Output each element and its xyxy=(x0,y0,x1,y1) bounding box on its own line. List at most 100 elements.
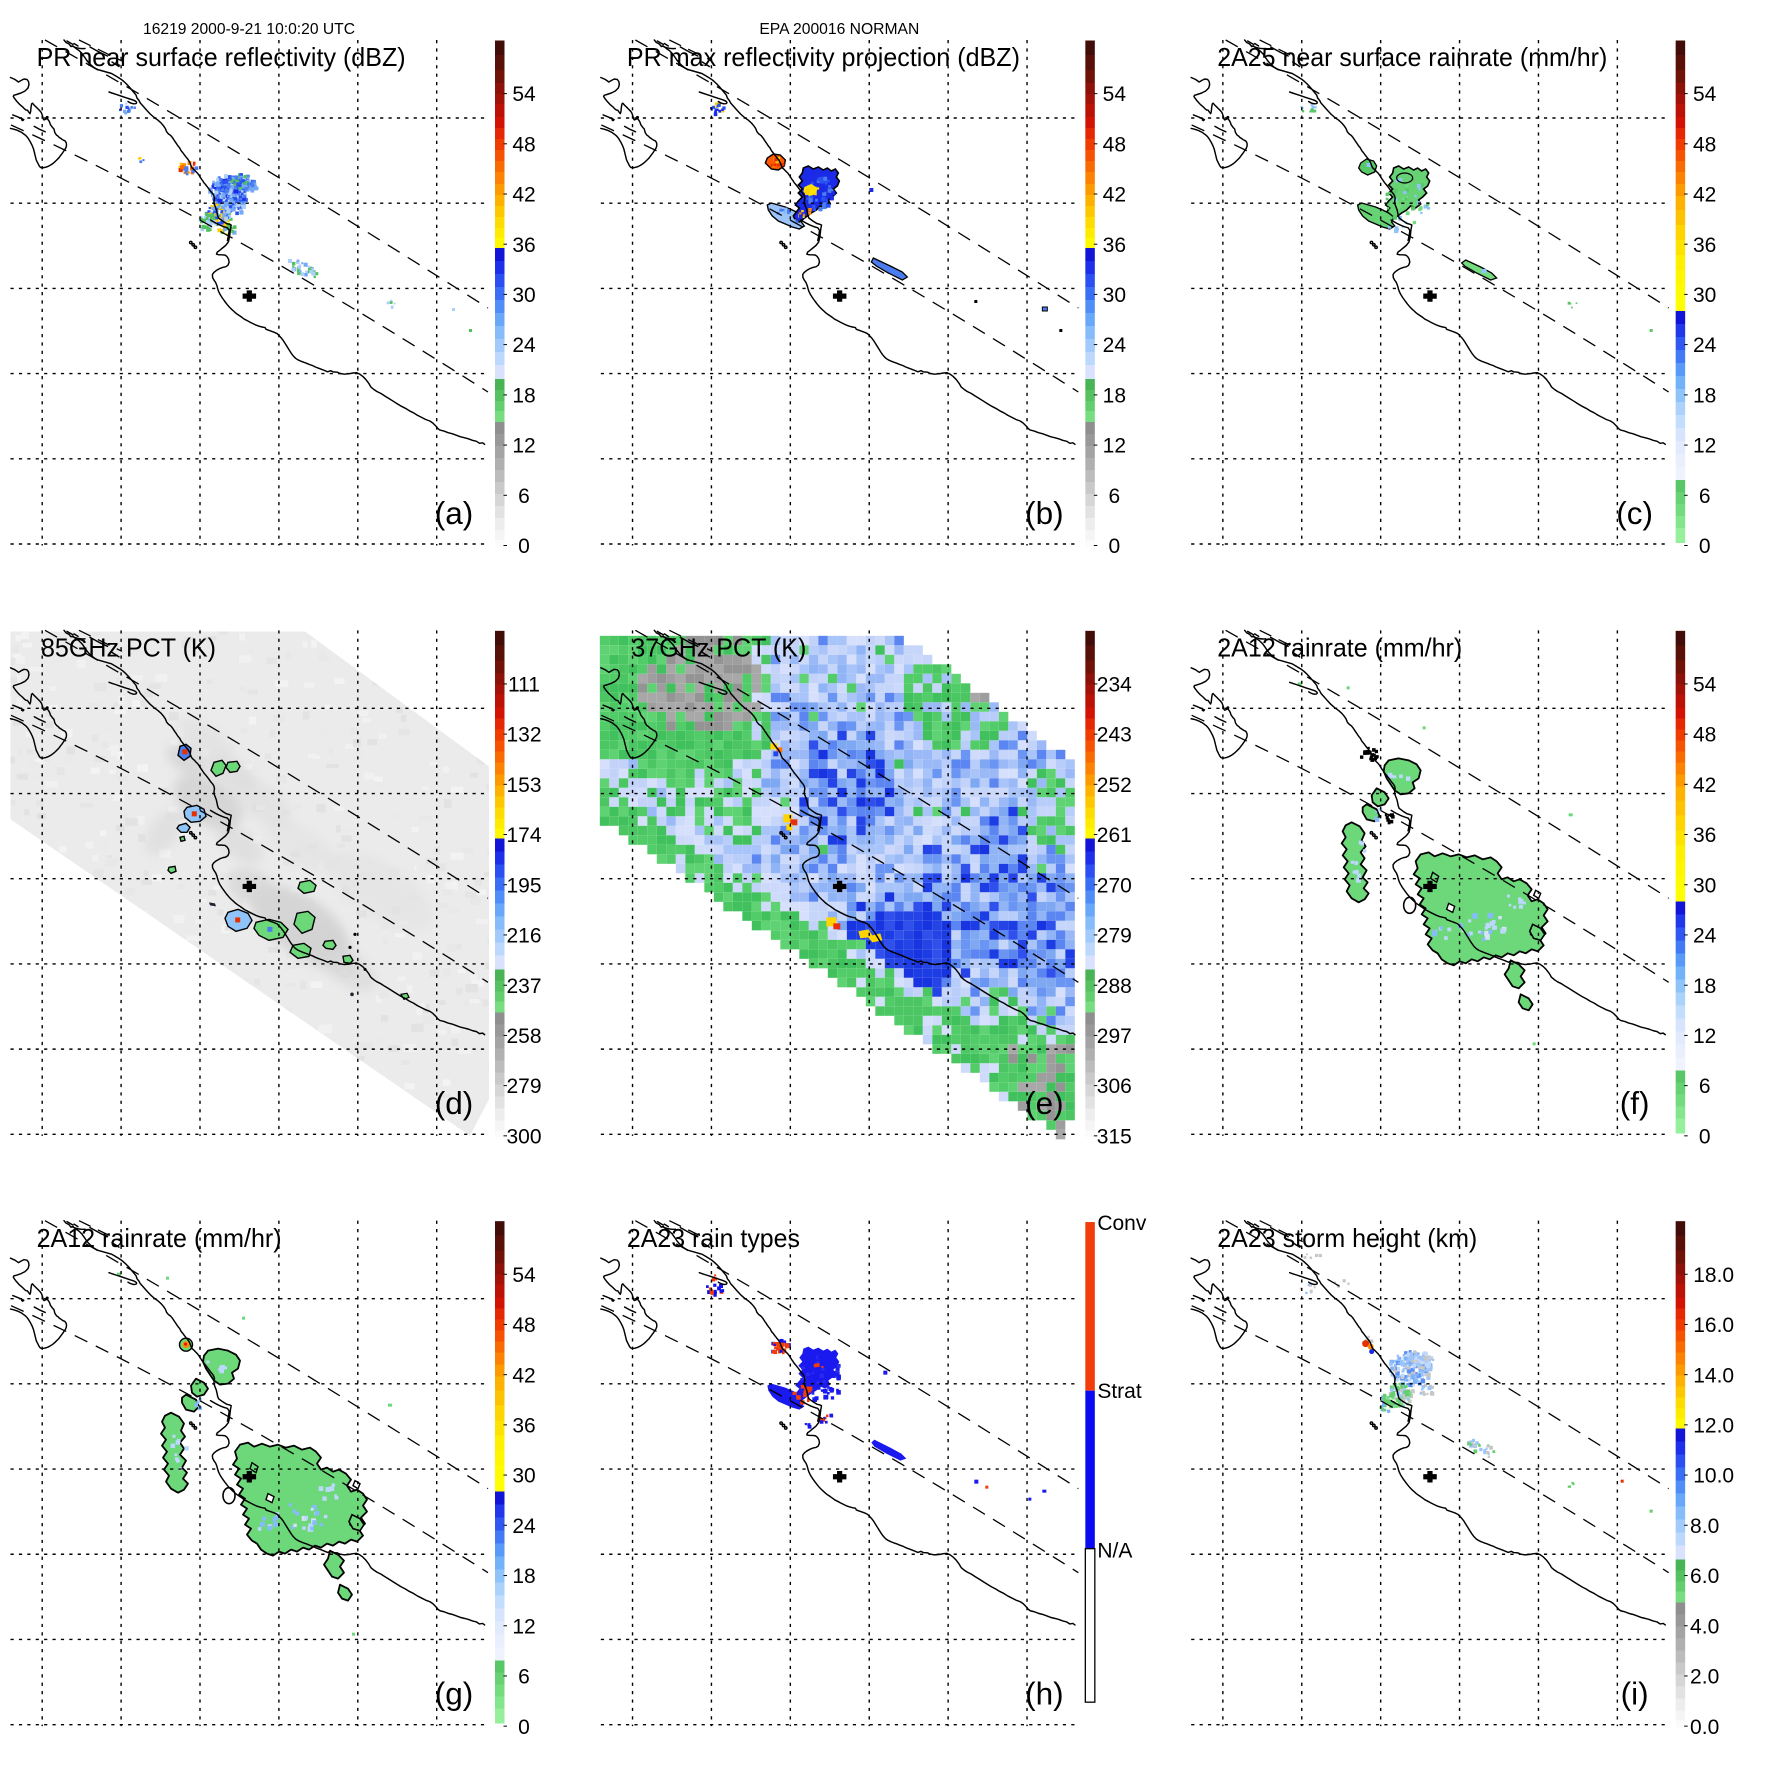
svg-text:6: 6 xyxy=(1699,485,1711,508)
svg-text:315: 315 xyxy=(1097,1125,1132,1148)
svg-text:195: 195 xyxy=(506,874,541,897)
svg-text:12: 12 xyxy=(1693,435,1716,458)
svg-text:6.0: 6.0 xyxy=(1690,1565,1719,1588)
svg-text:288: 288 xyxy=(1097,975,1132,998)
svg-text:36: 36 xyxy=(512,1414,535,1437)
svg-text:2A12 rainrate (mm/hr): 2A12 rainrate (mm/hr) xyxy=(1217,633,1462,663)
svg-text:42: 42 xyxy=(512,184,535,207)
svg-text:6: 6 xyxy=(1108,485,1120,508)
svg-text:6: 6 xyxy=(518,1666,530,1689)
svg-text:30: 30 xyxy=(1693,874,1716,897)
svg-text:0: 0 xyxy=(518,535,530,558)
svg-text:243: 243 xyxy=(1097,724,1132,747)
svg-text:234: 234 xyxy=(1097,674,1132,697)
svg-text:237: 237 xyxy=(506,975,541,998)
svg-text:54: 54 xyxy=(512,1264,536,1287)
svg-text:37GHz PCT (K): 37GHz PCT (K) xyxy=(631,633,806,663)
svg-text:12: 12 xyxy=(512,1615,535,1638)
svg-text:36: 36 xyxy=(512,234,535,257)
svg-text:2A25 near surface rainrate (mm: 2A25 near surface rainrate (mm/hr) xyxy=(1217,42,1607,72)
svg-text:48: 48 xyxy=(512,133,535,156)
svg-text:132: 132 xyxy=(506,724,541,747)
svg-text:12: 12 xyxy=(1693,1025,1716,1048)
svg-text:24: 24 xyxy=(1693,334,1717,357)
svg-text:10.0: 10.0 xyxy=(1693,1465,1734,1488)
svg-text:30: 30 xyxy=(512,1465,535,1488)
svg-text:18: 18 xyxy=(512,1565,535,1588)
svg-text:48: 48 xyxy=(512,1314,535,1337)
svg-text:252: 252 xyxy=(1097,774,1132,797)
svg-text:30: 30 xyxy=(1103,284,1126,307)
svg-text:18: 18 xyxy=(1103,385,1126,408)
svg-text:0.0: 0.0 xyxy=(1690,1716,1719,1739)
svg-text:270: 270 xyxy=(1097,874,1132,897)
svg-text:2A23 storm height (km): 2A23 storm height (km) xyxy=(1217,1223,1477,1253)
svg-text:4.0: 4.0 xyxy=(1690,1615,1719,1638)
svg-text:0: 0 xyxy=(1108,535,1120,558)
svg-text:48: 48 xyxy=(1103,133,1126,156)
svg-text:(h): (h) xyxy=(1025,1675,1064,1711)
svg-text:306: 306 xyxy=(1097,1075,1132,1098)
svg-text:42: 42 xyxy=(1103,184,1126,207)
svg-text:14.0: 14.0 xyxy=(1693,1364,1734,1387)
svg-text:Conv: Conv xyxy=(1097,1212,1147,1235)
svg-text:36: 36 xyxy=(1693,234,1716,257)
svg-text:36: 36 xyxy=(1693,824,1716,847)
svg-text:54: 54 xyxy=(1693,674,1717,697)
svg-text:216: 216 xyxy=(506,925,541,948)
svg-text:24: 24 xyxy=(512,1515,536,1538)
svg-text:24: 24 xyxy=(512,334,536,357)
svg-text:111: 111 xyxy=(508,674,540,697)
svg-text:(b): (b) xyxy=(1025,495,1064,531)
svg-text:12: 12 xyxy=(1103,435,1126,458)
svg-text:EPA 200016 NORMAN: EPA 200016 NORMAN xyxy=(759,21,919,38)
svg-text:(f): (f) xyxy=(1620,1085,1650,1121)
svg-text:300: 300 xyxy=(506,1125,541,1148)
svg-text:0: 0 xyxy=(1699,535,1711,558)
svg-text:297: 297 xyxy=(1097,1025,1132,1048)
svg-text:18: 18 xyxy=(512,385,535,408)
svg-text:16219 2000-9-21 10:0:20 UTC: 16219 2000-9-21 10:0:20 UTC xyxy=(143,21,355,38)
svg-text:2A23 rain types: 2A23 rain types xyxy=(627,1223,800,1253)
svg-text:(c): (c) xyxy=(1616,495,1653,531)
svg-text:0: 0 xyxy=(518,1716,530,1739)
svg-text:12: 12 xyxy=(512,435,535,458)
svg-text:PR max reflectivity projection: PR max reflectivity projection (dBZ) xyxy=(627,42,1020,72)
svg-text:153: 153 xyxy=(506,774,541,797)
svg-text:16.0: 16.0 xyxy=(1693,1314,1734,1337)
svg-text:N/A: N/A xyxy=(1097,1540,1132,1563)
svg-text:42: 42 xyxy=(512,1364,535,1387)
svg-text:(i): (i) xyxy=(1621,1675,1649,1711)
svg-text:54: 54 xyxy=(1693,83,1717,106)
svg-text:24: 24 xyxy=(1693,925,1717,948)
svg-text:85GHz PCT (K): 85GHz PCT (K) xyxy=(41,633,216,663)
svg-text:48: 48 xyxy=(1693,724,1716,747)
svg-text:18.0: 18.0 xyxy=(1693,1264,1734,1287)
svg-text:36: 36 xyxy=(1103,234,1126,257)
svg-text:54: 54 xyxy=(512,83,536,106)
svg-text:258: 258 xyxy=(506,1025,541,1048)
svg-text:8.0: 8.0 xyxy=(1690,1515,1719,1538)
svg-text:48: 48 xyxy=(1693,133,1716,156)
svg-text:279: 279 xyxy=(1097,925,1132,948)
svg-text:18: 18 xyxy=(1693,975,1716,998)
svg-text:12.0: 12.0 xyxy=(1693,1414,1734,1437)
svg-text:(g): (g) xyxy=(435,1675,474,1711)
svg-text:174: 174 xyxy=(506,824,541,847)
svg-text:PR near surface reflectivity (: PR near surface reflectivity (dBZ) xyxy=(37,42,406,72)
svg-text:42: 42 xyxy=(1693,184,1716,207)
svg-text:(a): (a) xyxy=(435,495,474,531)
svg-text:279: 279 xyxy=(506,1075,541,1098)
svg-text:0: 0 xyxy=(1699,1125,1711,1148)
svg-text:Strat: Strat xyxy=(1097,1380,1142,1403)
svg-text:(e): (e) xyxy=(1025,1085,1064,1121)
svg-text:(d): (d) xyxy=(435,1085,474,1121)
svg-text:24: 24 xyxy=(1103,334,1127,357)
svg-text:54: 54 xyxy=(1103,83,1127,106)
svg-text:6: 6 xyxy=(518,485,530,508)
svg-text:30: 30 xyxy=(512,284,535,307)
svg-text:42: 42 xyxy=(1693,774,1716,797)
svg-text:2A12 rainrate (mm/hr): 2A12 rainrate (mm/hr) xyxy=(37,1223,282,1253)
svg-text:261: 261 xyxy=(1097,824,1132,847)
svg-text:6: 6 xyxy=(1699,1075,1711,1098)
